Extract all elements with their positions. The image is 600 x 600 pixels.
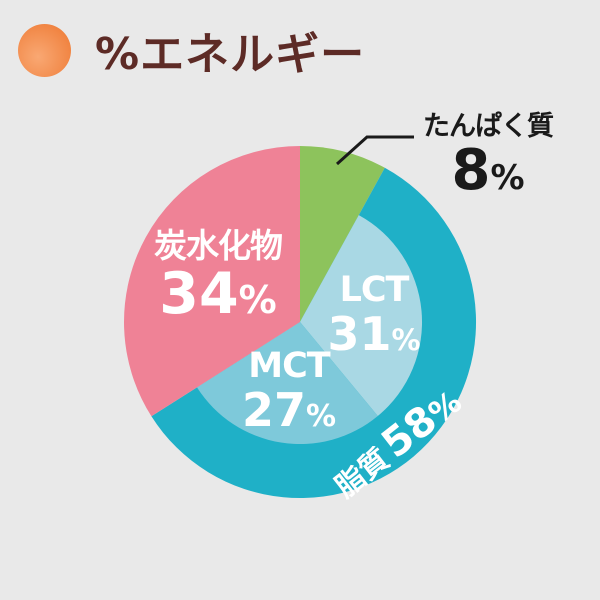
carb-percent-sign: % (238, 277, 277, 322)
mct-value: 27 (241, 382, 306, 437)
lct-value: 31 (327, 306, 392, 361)
page-title: %エネルギー (95, 29, 366, 80)
pie-slice-carb (124, 146, 300, 417)
carb-value: 34 (159, 260, 239, 327)
mct-label: MCT 27% (219, 346, 359, 437)
orange-circle-icon (18, 23, 71, 77)
carb-name: 炭水化物 (154, 226, 283, 265)
lct-label: LCT 31% (304, 270, 444, 361)
mct-name: MCT (248, 346, 330, 386)
mct-percent-sign: % (305, 398, 337, 434)
lct-name: LCT (339, 270, 410, 310)
header: %エネルギー (18, 18, 365, 82)
pie-subslice-mct (197, 322, 378, 445)
protein-name: たんぱく質 (423, 111, 554, 142)
protein-callout-line (335, 135, 414, 166)
pie-subslice-lct (300, 215, 423, 416)
carb-label: 炭水化物 34% (118, 228, 318, 325)
lct-percent-sign: % (391, 322, 421, 357)
protein-percent-sign: % (490, 158, 525, 199)
pie-slice-protein (300, 146, 385, 322)
protein-label: たんぱく質 8% (403, 112, 573, 202)
protein-value: 8 (451, 138, 491, 204)
